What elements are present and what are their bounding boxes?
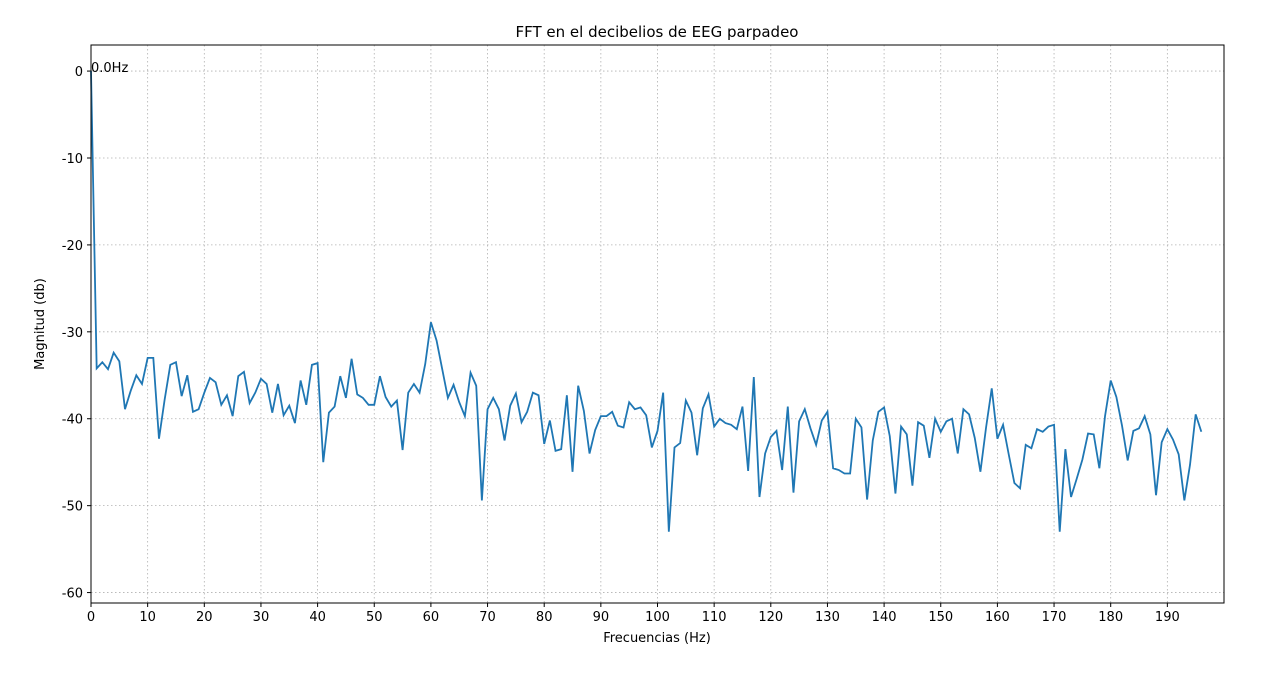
y-tick-label: -20	[62, 239, 83, 254]
x-tick-label: 60	[423, 610, 440, 625]
plot-frame	[90, 44, 1225, 604]
y-tick-label: -50	[62, 500, 83, 515]
x-tick-label: 50	[366, 610, 383, 625]
y-tick-label: -60	[62, 587, 83, 602]
chart-title: FFT en el decibelios de EEG parpadeo	[516, 23, 799, 41]
x-tick-label: 90	[593, 610, 610, 625]
x-tick-label: 160	[985, 610, 1010, 625]
x-tick-label: 10	[139, 610, 156, 625]
x-tick-label: 130	[815, 610, 840, 625]
data-line	[90, 71, 1203, 532]
x-tick-label: 190	[1155, 610, 1180, 625]
x-tick-label: 120	[758, 610, 783, 625]
y-axis-label: Magnitud (db)	[33, 278, 48, 370]
x-tick-label: 20	[196, 610, 213, 625]
x-tick-label: 110	[702, 610, 727, 625]
y-tick-label: -10	[62, 152, 83, 167]
x-tick-label: 170	[1042, 610, 1067, 625]
x-tick-label: 150	[928, 610, 953, 625]
x-tick-label: 80	[536, 610, 553, 625]
y-tick-label: 0	[75, 65, 83, 80]
x-tick-label: 140	[872, 610, 897, 625]
x-tick-label: 100	[645, 610, 670, 625]
annotation: 0.0Hz	[91, 61, 128, 76]
x-tick-label: 180	[1098, 610, 1123, 625]
x-tick-label: 0	[87, 610, 95, 625]
x-tick-label: 30	[253, 610, 270, 625]
x-axis-label: Frecuencias (Hz)	[603, 631, 711, 646]
y-tick-label: -40	[62, 413, 83, 428]
x-tick-label: 40	[309, 610, 326, 625]
y-tick-label: -30	[62, 326, 83, 341]
x-tick-label: 70	[479, 610, 496, 625]
